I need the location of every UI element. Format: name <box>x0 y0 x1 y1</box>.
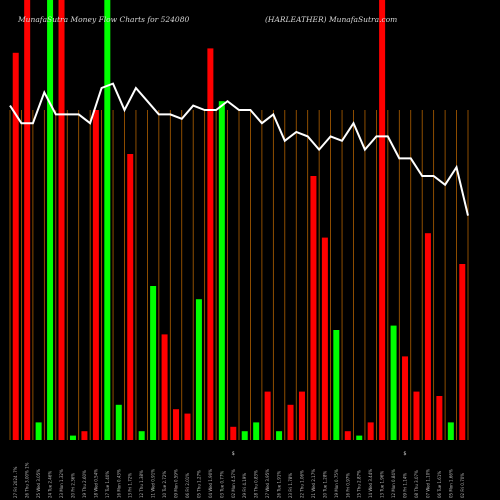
bar <box>333 330 340 440</box>
x-tick-label: 06 Tue 1.61% <box>437 471 442 498</box>
x-tick-label: 07 Wed 1.10% <box>425 469 430 498</box>
bar <box>173 409 180 440</box>
x-tick-label: 19 Thu 2.60% <box>82 470 87 498</box>
bar <box>150 286 157 440</box>
bar <box>413 391 420 440</box>
x-tick-label: 06 Fri 2.01% <box>185 473 190 498</box>
bar <box>138 431 145 440</box>
x-tick-label: 21 Wed 2.17% <box>311 469 316 498</box>
x-tick-label: 20 Fri 2.36% <box>70 473 75 498</box>
x-tick-label: 16 Mon 0.43% <box>116 469 121 498</box>
bar <box>424 233 431 440</box>
bar <box>367 422 374 440</box>
marker-symbol: $ <box>232 451 235 457</box>
bar <box>218 101 225 440</box>
bar <box>104 0 111 440</box>
x-tick-label: 11 Wed 0.91% <box>151 469 156 498</box>
x-tick-label: 16 Fri 0.97% <box>345 473 350 498</box>
x-tick-label: 29 Fri 4.19% <box>242 473 247 498</box>
x-tick-label: 02 Mon 4.57% <box>231 469 236 498</box>
marker-symbol: $ <box>403 451 406 457</box>
x-tick-label: 10 Tue 2.72% <box>162 471 167 498</box>
bar <box>35 422 42 440</box>
x-tick-label: 26 Tue 1.91% <box>277 471 282 498</box>
x-tick-label: 09 Mon 0.59% <box>174 469 179 498</box>
bar <box>276 431 283 440</box>
bar <box>321 237 328 440</box>
x-tick-label: 03 Tue 0.77% <box>219 471 224 498</box>
bar <box>402 356 409 440</box>
money-flow-line <box>9 82 469 216</box>
chart-title-left: MunafaSutra Money Flow Charts for 524080 <box>17 15 189 24</box>
bar <box>127 154 134 440</box>
bar <box>115 404 122 440</box>
x-tick-label: 25 Wed 3.05% <box>36 469 41 498</box>
bar <box>379 0 386 440</box>
x-tick-label: 12 Thu 1.38% <box>139 470 144 498</box>
bar <box>230 426 237 440</box>
x-tick-label: 23 Mon 1.32% <box>59 469 64 498</box>
bar <box>207 48 214 441</box>
bar <box>310 176 317 440</box>
x-tick-label: 15 Thu 2.87% <box>357 470 362 498</box>
bar <box>184 413 191 440</box>
bar <box>24 0 31 440</box>
x-tick-label: 12 Mon 0.84% <box>391 469 396 498</box>
x-tick-label: 18 Wed 0.54% <box>93 469 98 498</box>
x-tick-label: 26 Thu 3.00% 1% <box>25 462 30 498</box>
bar <box>161 334 168 440</box>
bars <box>12 0 466 441</box>
x-tick-label: 19 Mon 0.75% <box>334 469 339 498</box>
bar <box>287 404 294 440</box>
x-tick-label: 05 Mon 1.66% <box>448 469 453 498</box>
x-tick-label: 28 Thu 0.83% <box>254 470 259 498</box>
x-tick-label: 27 Wed 3.95% <box>265 469 270 498</box>
x-tick-label: 20 Tue 1.28% <box>322 471 327 498</box>
x-tick-label: 09 Fri 1.14% <box>403 473 408 498</box>
x-tick-label: 14 Wed 3.44% <box>368 469 373 498</box>
bar <box>47 0 54 440</box>
bar <box>447 422 454 440</box>
x-tick-label: 22 Thu 1.06% <box>299 470 304 498</box>
x-tick-label: 13 Tue 1.96% <box>380 471 385 498</box>
bar <box>253 422 260 440</box>
bar <box>344 431 351 440</box>
bar <box>436 396 443 440</box>
x-tick-label: 23 Fri 1.78% <box>288 473 293 498</box>
x-tick-labels: 27 Fri 2024 .7% 26 Thu 3.00% 1% 25 Wed 3.0… <box>13 462 465 498</box>
x-tick-label: 02 Fri 0.70% <box>460 473 465 498</box>
x-tick-label: 24 Tue 2.46% <box>48 471 53 498</box>
bar <box>356 435 363 440</box>
bar <box>195 299 202 440</box>
bar <box>459 264 466 440</box>
x-tick-label: 17 Tue 1.40% <box>105 471 110 498</box>
x-tick-label: 05 Thu 1.27% <box>196 470 201 498</box>
bar <box>12 52 19 441</box>
bar <box>58 0 65 440</box>
chart-title-right: (HARLEATHER) MunafaSutra.com <box>265 15 397 24</box>
bar <box>264 391 271 440</box>
grid-lines <box>9 110 469 440</box>
bar <box>81 431 88 440</box>
x-tick-label: 13 Fri 1.72% <box>128 473 133 498</box>
bar <box>241 431 248 440</box>
x-tick-label: 08 Thu 3.07% <box>414 470 419 498</box>
x-tick-label: 04 Wed 1.90% <box>208 469 213 498</box>
bar <box>69 435 76 440</box>
bar <box>298 391 305 440</box>
markers: $ $ <box>232 451 407 457</box>
bar <box>390 325 397 440</box>
bar <box>92 110 99 440</box>
x-tick-label: 27 Fri 2024 .7% <box>13 466 18 498</box>
